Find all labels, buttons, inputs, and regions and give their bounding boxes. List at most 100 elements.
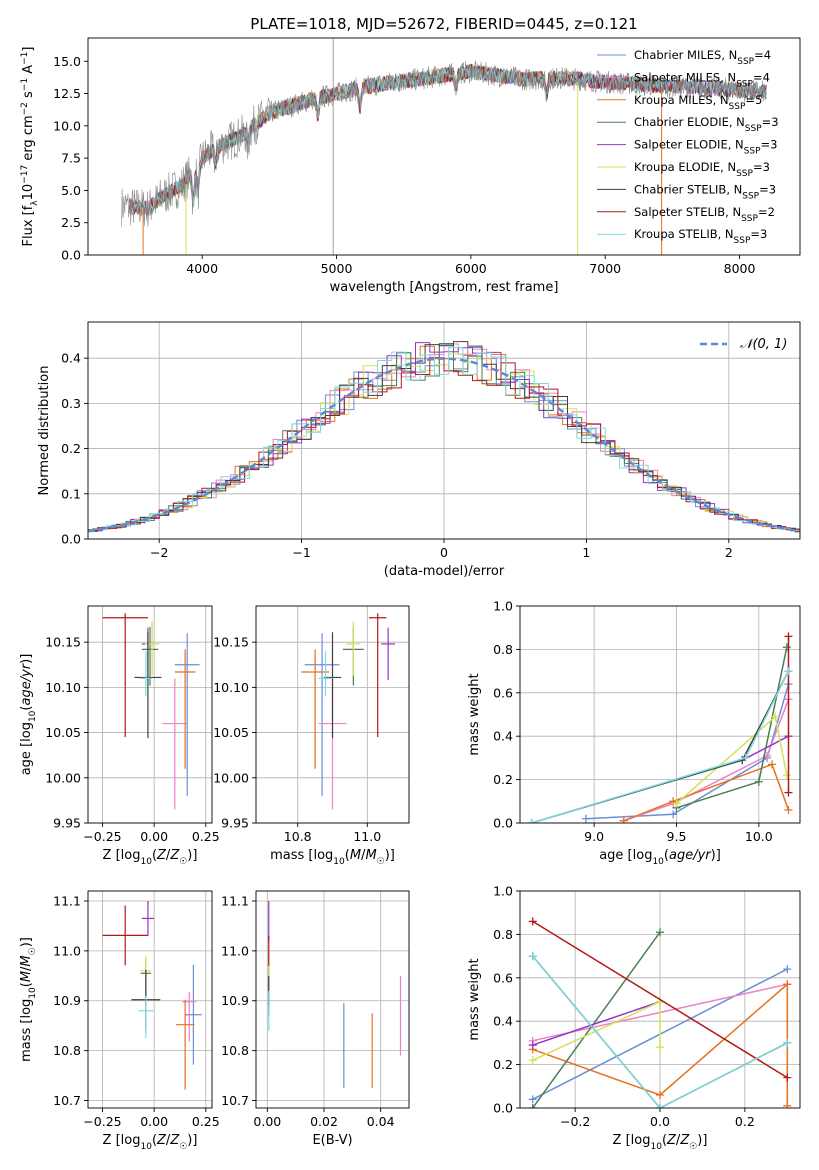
legend-label-5: Kroupa ELODIE, NSSP=3 [634,160,770,179]
mass_weight_vs_age-ytick-label: 0.2 [493,772,513,787]
mass_weight_vs_Z-ytick-label: 0.8 [493,927,513,942]
mass_weight_vs_Z-marker-2 [783,980,792,989]
mass_weight_vs_age-lines [527,632,793,823]
mass_weight_vs_Z-marker-2 [656,1090,664,1099]
age_vs_Z-xtick-label: −0.25 [83,829,121,844]
mass_weight_vs_Z-marker-2 [783,1101,792,1108]
age_vs_Z-xtick-label: 0.25 [192,829,220,844]
mass_weight_vs_age-ytick-label: 0.0 [493,816,513,831]
age_vs_Z-frame [87,605,213,824]
mass_vs_Z-ytick-label: 11.0 [53,943,81,958]
spectrum-ytick-label: 10.0 [53,118,81,133]
spectrum-data [121,60,767,227]
mass_vs_Z-points [102,900,202,1090]
age_vs_Z-ytick-label: 9.95 [53,816,81,831]
mass_weight_vs_age-marker-2 [768,760,776,769]
residual-hists [88,341,800,534]
residual-hist-8 [88,347,800,533]
residuals-xtick-label: 1 [582,545,590,560]
age_vs_Z-ylabel: age [log10(age/yr)] [19,654,38,776]
residual-legend-label: 𝒩(0, 1) [740,337,787,352]
mass_weight_vs_age-ytick-label: 1.0 [493,599,513,614]
mass_vs_ebv-grid [256,891,409,1108]
mass_weight_vs_Z-marker-5 [528,1056,537,1065]
age_vs_mass-ytick-label: 10.00 [213,770,249,785]
mass_vs_Z-xtick-label: 0.25 [192,1114,220,1129]
mass_vs_ebv-xtick-label: 0.02 [310,1114,338,1129]
mass_vs_ebv-ytick-label: 11.0 [221,943,249,958]
legend-label-7: Salpeter STELIB, NSSP=2 [634,205,775,224]
age_vs_Z-ytick-label: 10.00 [45,770,81,785]
residuals-frame [87,321,801,540]
mass_weight_vs_age-ytick-label: 0.6 [493,685,513,700]
spectrum-xlabel: wavelength [Angstrom, rest frame] [330,280,559,295]
mass_weight_vs_Z-marker-7 [783,1073,792,1082]
spectrum-frame [87,37,801,256]
mass_vs_Z-ytick-label: 10.9 [53,993,81,1008]
mass_vs_Z-frame [87,890,213,1109]
spectrum-xtick-label: 4000 [186,261,218,276]
residuals-xtick-label: −2 [150,545,168,560]
residuals-xtick-label: −1 [292,545,310,560]
mass_vs_ebv-ytick-label: 10.9 [221,993,249,1008]
age_vs_Z-xtick-label: 0.00 [140,829,168,844]
age_vs_mass-ytick-label: 9.95 [221,816,249,831]
mass_weight_vs_age-marker-0 [581,814,590,823]
spectrum-ytick-label: 2.5 [61,215,81,230]
age_vs_Z-axes: −0.25 0.00 0.25 9.95 10.00 10.05 10.10 10.15 [45,606,220,844]
residuals-ylabel: Normed distribution [37,366,52,496]
residuals-ytick-label: 0.2 [61,441,81,456]
mass_weight_vs_Z-marker-3 [656,928,664,937]
mass_weight_vs_Z-marker-0 [783,965,792,974]
mass_weight_vs_age-marker-7 [784,632,793,641]
spectrum-ytick-label: 0.0 [61,248,81,263]
spectrum-ytick-label: 12.5 [53,86,81,101]
age_vs_mass-ytick-label: 10.15 [213,635,249,650]
mass_weight_vs_Z-xtick-label: −0.2 [560,1114,590,1129]
mass_vs_ebv-xlabel: E(B-V) [312,1133,352,1148]
age_vs_mass-axes: 10.8 11.0 9.95 10.00 10.05 10.10 10.15 [213,606,409,844]
residuals-xtick-label: 0 [440,545,448,560]
spectrum-legend: Chabrier MILES, NSSP=4 Salpeter MILES, NS… [597,48,779,246]
mass_weight_vs_age-marker-0 [669,810,678,819]
mass_vs_ebv-xtick-label: 0.00 [253,1114,281,1129]
mass_weight_vs_Z-ytick-label: 0.4 [493,1014,513,1029]
mass_vs_ebv-xtick-label: 0.04 [367,1114,395,1129]
spectrum-axes: 4000 5000 6000 7000 8000 0.0 2.5 5.0 7.5 10.0 12.5… [53,54,755,276]
normal-curve [88,357,800,533]
mass_weight_vs_age-marker-2 [619,816,628,823]
mass_weight_vs_Z-marker-8 [783,1038,792,1047]
mass_weight_vs_Z-ytick-label: 0.2 [493,1057,513,1072]
mass_weight_vs_age-marker-8 [741,753,750,762]
mass_weight_vs_age-marker-8 [527,819,536,823]
residuals-ytick-label: 0.3 [61,396,81,411]
spectrum-xtick-label: 8000 [724,261,756,276]
mass_vs_Z-ytick-label: 10.8 [53,1043,81,1058]
age_vs_Z-ytick-label: 10.15 [45,635,81,650]
mass_weight_vs_age-axes: 9.0 9.5 10.0 0.0 0.2 0.4 0.6 0.8 1.0 [493,599,800,844]
mass_weight_vs_age-marker-3 [782,643,791,652]
legend-label-8: Kroupa STELIB, NSSP=3 [634,227,767,246]
spectrum-xtick-label: 7000 [589,261,621,276]
spectrum-xtick-label: 5000 [321,261,353,276]
mass_weight_vs_Z-line-4 [532,1000,661,1046]
mass_weight_vs_age-marker-2 [784,805,793,814]
age_vs_Z-xlabel: Z [log10(Z/Z☉)] [103,848,198,867]
legend-label-2: Kroupa MILES, NSSP=5 [634,93,762,112]
mass_vs_ebv-frame [255,890,410,1109]
age_vs_Z-points [102,613,200,810]
age_vs_Z-ytick-label: 10.05 [45,725,81,740]
mass_weight_vs_Z-marker-8 [656,1104,664,1108]
mass_weight_vs_age-marker-5 [771,712,780,721]
mass_vs_Z-ytick-label: 11.1 [53,893,81,908]
residual-hist-6 [88,341,800,532]
age_vs_mass-xlabel: mass [log10(M/M☉)] [270,848,395,867]
legend-label-4: Salpeter ELODIE, NSSP=3 [634,138,777,157]
mass_weight_vs_Z-marker-8 [528,952,537,961]
mass_weight_vs_Z-marker-0 [528,1095,537,1104]
mass_weight_vs_Z-ylabel: mass weight [467,958,482,1040]
mass_weight_vs_Z-lines [528,917,792,1108]
spectrum-ytick-label: 7.5 [61,151,81,166]
spectrum-lines [121,38,767,255]
